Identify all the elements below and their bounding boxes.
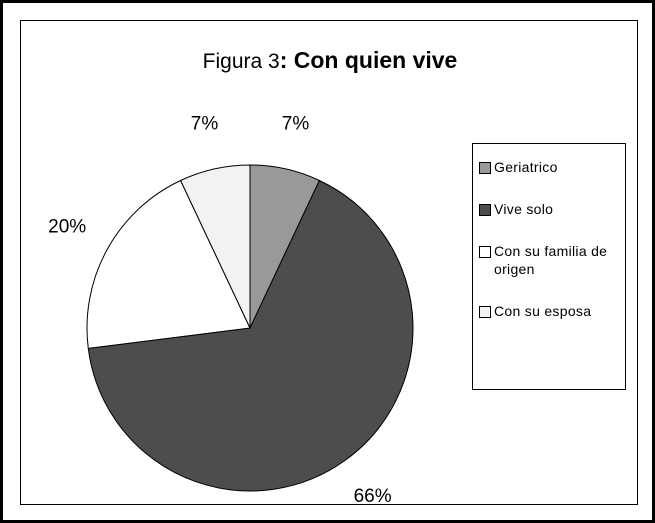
legend-swatch bbox=[479, 246, 491, 258]
legend-label: Vive solo bbox=[494, 201, 554, 217]
legend-swatch bbox=[479, 162, 491, 174]
pie-slice bbox=[87, 179, 414, 492]
pie-slice bbox=[86, 179, 251, 349]
legend-item: Con su familia de origen bbox=[479, 242, 621, 278]
data-label: 7% bbox=[282, 113, 310, 134]
pie-slice bbox=[179, 164, 251, 329]
legend-item: Con su esposa bbox=[479, 302, 621, 320]
legend-item: Vive solo bbox=[479, 200, 621, 218]
legend-label: Con su familia de origen bbox=[494, 243, 608, 277]
data-label: 66% bbox=[354, 486, 392, 507]
data-label: 20% bbox=[48, 217, 86, 238]
legend-swatch bbox=[479, 204, 491, 216]
legend: Geriatrico Vive solo Con su familia de ori… bbox=[472, 143, 626, 390]
chart-title: Figura 3: Con quien vive bbox=[203, 47, 458, 73]
legend-label: Con su esposa bbox=[494, 303, 592, 319]
legend-item: Geriatrico bbox=[479, 158, 621, 176]
data-label: 7% bbox=[191, 113, 219, 134]
legend-label: Geriatrico bbox=[494, 159, 558, 175]
legend-swatch bbox=[479, 306, 491, 318]
